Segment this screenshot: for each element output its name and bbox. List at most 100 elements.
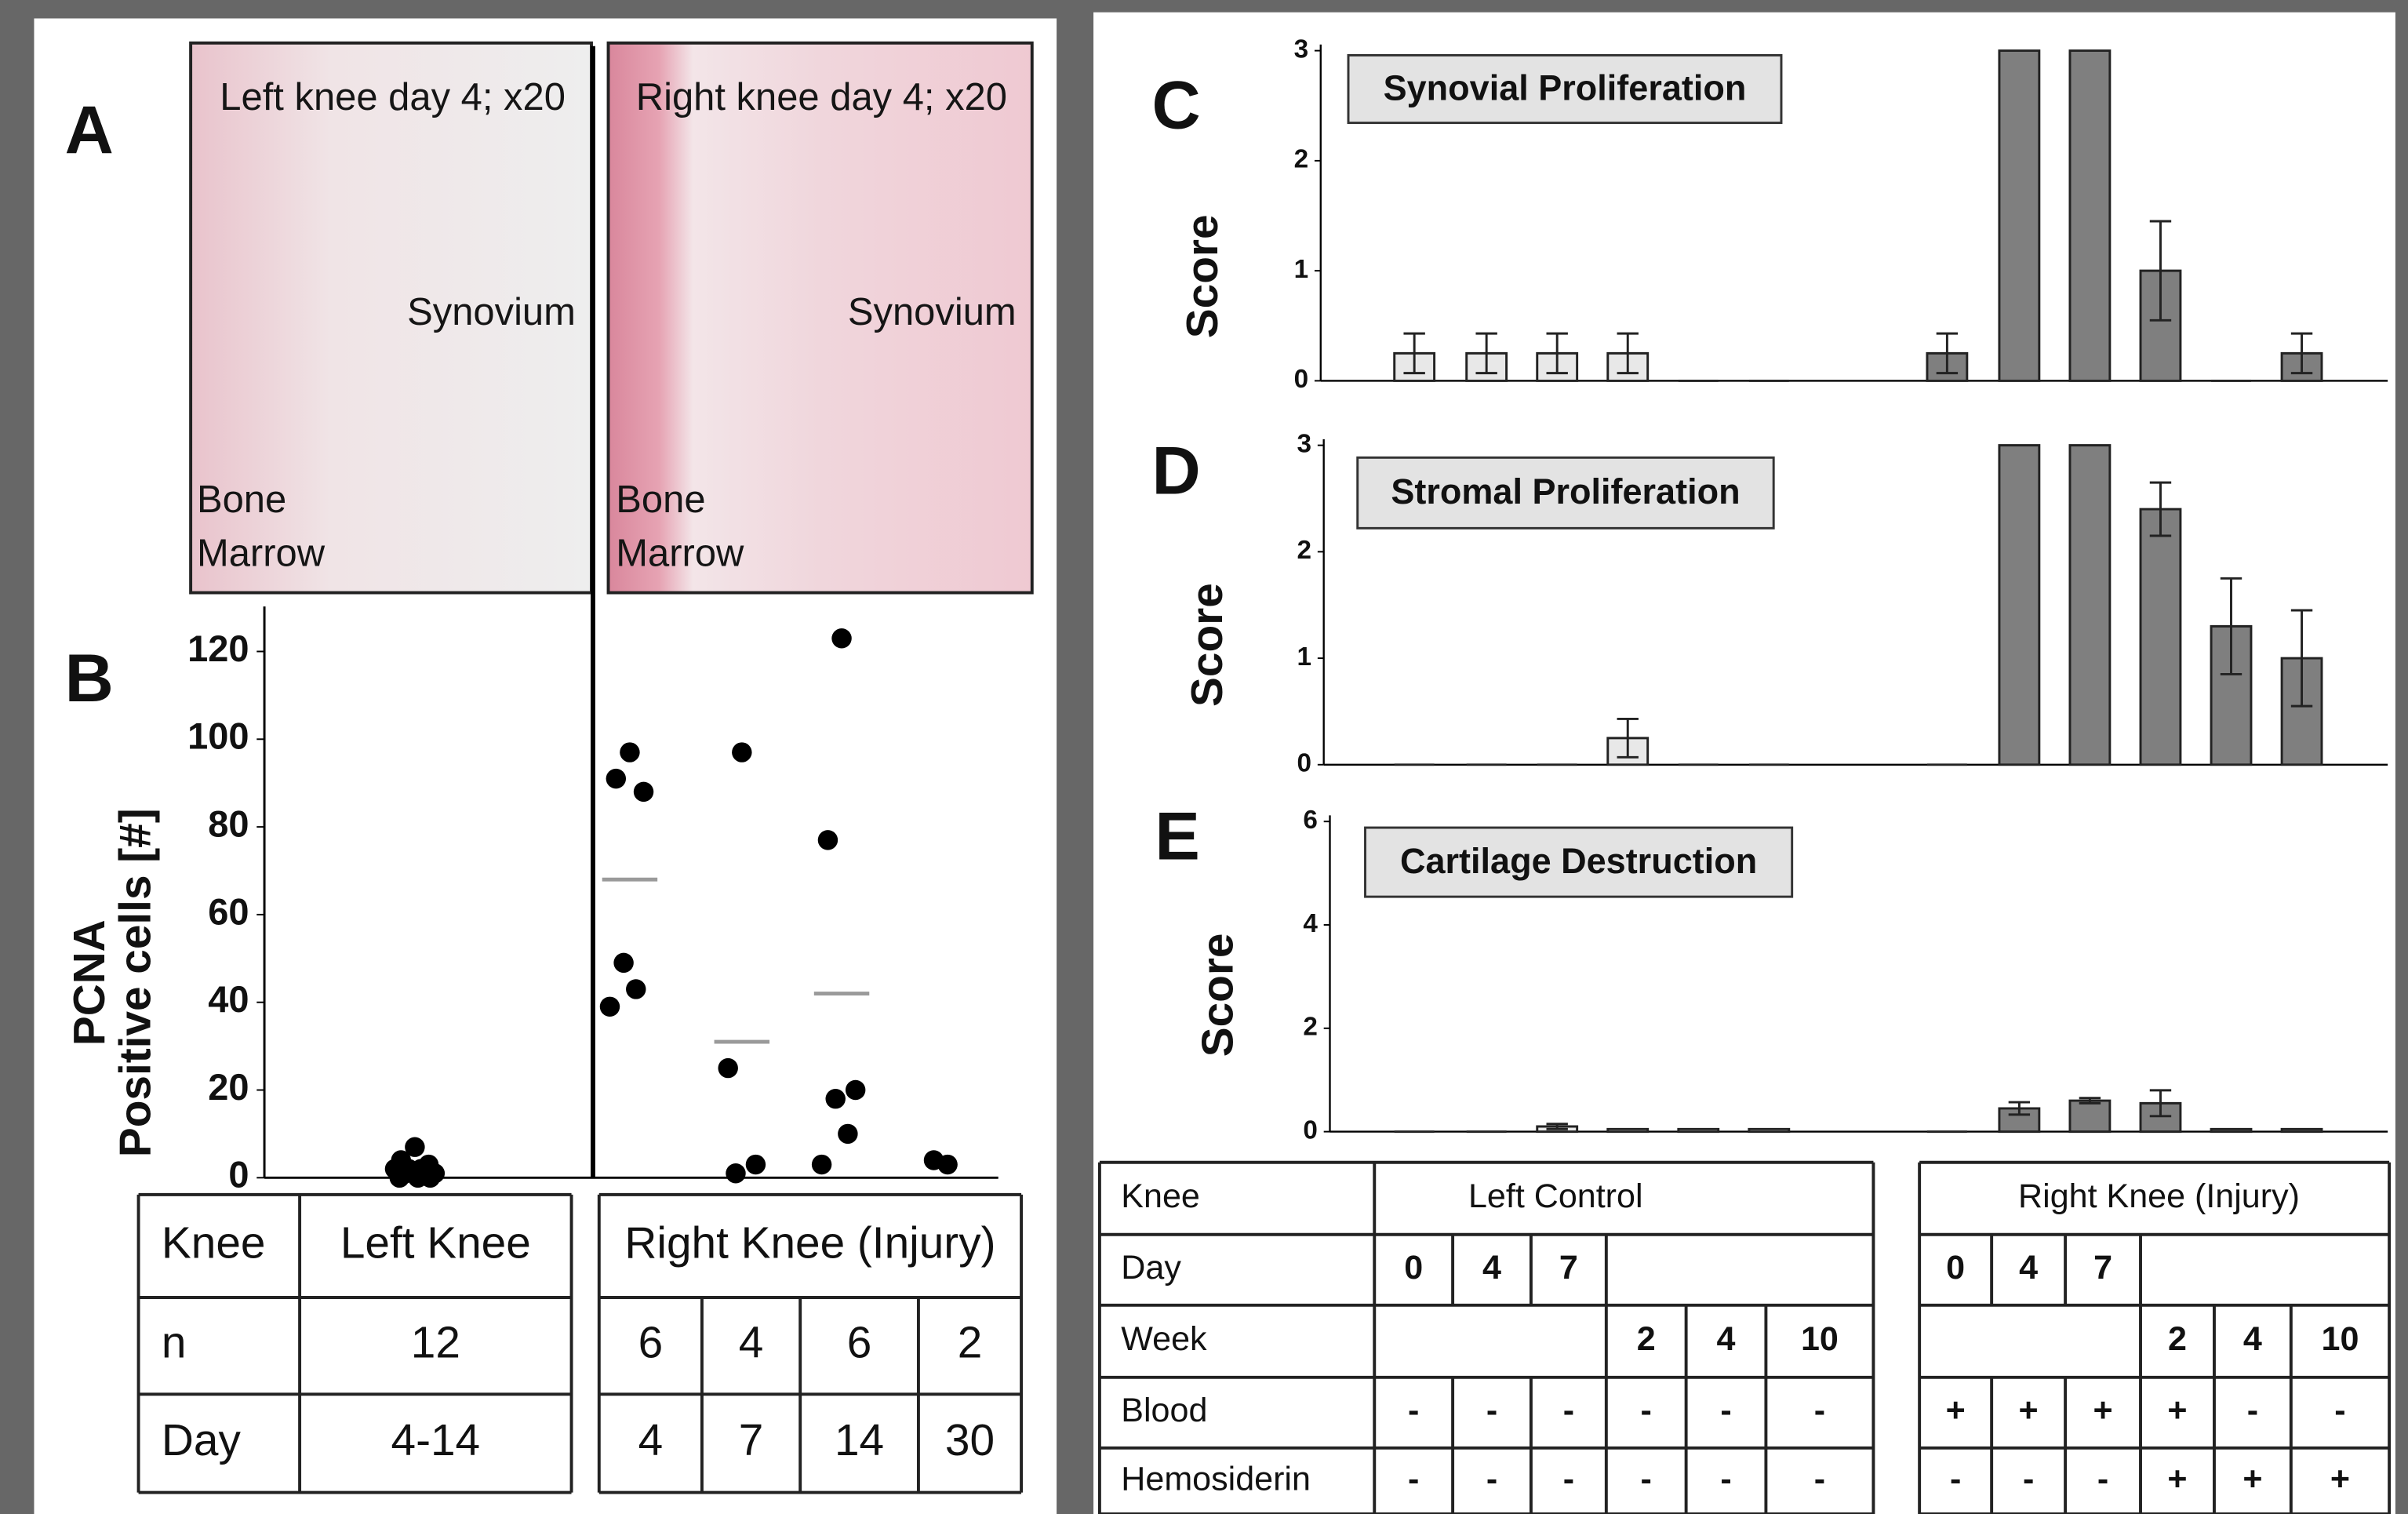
table-cell: - (1408, 1392, 1419, 1429)
y-axis-title: PCNA (65, 919, 115, 1046)
bar (2070, 446, 2110, 765)
y-tick-label: 0 (1294, 365, 1309, 394)
panel-label: D (1151, 434, 1200, 509)
y-tick-label: 4 (1303, 909, 1318, 938)
y-tick-label: 1 (1297, 642, 1312, 671)
data-point (606, 769, 626, 788)
data-point (831, 628, 851, 648)
data-point (600, 997, 620, 1017)
data-point (634, 782, 653, 802)
y-tick-label: 2 (1303, 1013, 1318, 1042)
table-cell: - (2247, 1392, 2258, 1429)
table-cell: + (2242, 1460, 2262, 1498)
row-label: Day (1121, 1249, 1181, 1287)
y-axis-title: Score (1178, 214, 1228, 338)
panel-label: A (65, 93, 114, 168)
data-point (812, 1155, 831, 1174)
table-cell: + (2330, 1460, 2350, 1498)
y-axis-title: Positive cells [#] (111, 808, 161, 1157)
marrow-label: Marrow (616, 533, 744, 575)
bar (1999, 51, 2039, 381)
y-tick-label: 1 (1294, 255, 1309, 284)
marrow-label: Marrow (197, 533, 326, 575)
table-cell: 4 (2243, 1320, 2262, 1358)
y-tick-label: 6 (1303, 806, 1318, 835)
table-cell: 6 (638, 1319, 664, 1368)
table-cell: + (2093, 1392, 2112, 1429)
data-point (726, 1163, 745, 1183)
tissue-label: Synovium (407, 291, 576, 333)
table-cell: + (1946, 1392, 1966, 1429)
table-cell: 12 (411, 1319, 460, 1368)
table-cell: - (1486, 1392, 1497, 1429)
y-tick-label: 2 (1294, 145, 1309, 174)
table-cell: - (1563, 1392, 1574, 1429)
y-tick-label: 120 (187, 628, 249, 669)
table-header: Right Knee (Injury) (2018, 1177, 2300, 1215)
table-cell: - (1720, 1460, 1731, 1498)
figure: A Left knee day 4; x20 Synovium Bone Marrow R… (0, 0, 2408, 1514)
data-point (718, 1058, 737, 1078)
right-panel (1093, 13, 2395, 1514)
table-cell: 4 (739, 1319, 764, 1368)
y-tick-label: 2 (1297, 536, 1312, 565)
bone-label: Bone (616, 479, 705, 521)
bar (2211, 1129, 2251, 1131)
table-cell: - (1563, 1460, 1574, 1498)
table-cell: 14 (835, 1416, 884, 1465)
chart-title: Cartilage Destruction (1400, 841, 1757, 881)
data-point (408, 1168, 427, 1188)
y-tick-label: 100 (187, 715, 249, 757)
bar (2282, 1129, 2322, 1131)
table-header: Left Knee (340, 1218, 531, 1268)
table-cell: - (2097, 1460, 2108, 1498)
table-header: Left Control (1468, 1177, 1643, 1215)
table-cell: 7 (2093, 1249, 2112, 1287)
table-cell: 2 (958, 1319, 983, 1368)
bone-label: Bone (197, 479, 286, 521)
panel-label: C (1151, 68, 1200, 144)
y-axis-title: Score (1183, 583, 1232, 707)
table-cell: 4 (638, 1416, 664, 1465)
bar (2070, 1101, 2110, 1132)
panel-label: E (1155, 799, 1199, 874)
data-point (626, 979, 646, 999)
data-point (826, 1089, 846, 1108)
data-point (846, 1080, 865, 1100)
table-cell: - (1486, 1460, 1497, 1498)
y-tick-label: 40 (208, 978, 249, 1020)
bar (1999, 446, 2039, 765)
table-cell: + (2167, 1392, 2187, 1429)
bar (2141, 509, 2181, 765)
table-cell: - (1720, 1392, 1731, 1429)
y-tick-label: 3 (1297, 429, 1312, 458)
table-cell: - (2023, 1460, 2034, 1498)
data-point (613, 953, 633, 973)
page: Figure html, body { margin: 0; padding: … (0, 0, 2408, 1514)
table-cell: 2 (1637, 1320, 1656, 1358)
table-cell: 10 (1801, 1320, 1839, 1358)
y-tick-label: 3 (1294, 35, 1309, 64)
y-tick-label: 80 (208, 803, 249, 845)
y-tick-label: 20 (208, 1066, 249, 1108)
table-header: Knee (1121, 1177, 1200, 1215)
table-cell: 7 (1559, 1249, 1578, 1287)
table-cell: 4-14 (391, 1416, 481, 1465)
table-cell: 0 (1404, 1249, 1423, 1287)
table-cell: 6 (847, 1319, 872, 1368)
data-point (838, 1124, 857, 1144)
table-cell: + (2167, 1460, 2187, 1498)
row-label: n (162, 1319, 187, 1368)
row-label: Week (1121, 1320, 1207, 1358)
row-label: Blood (1121, 1392, 1207, 1429)
y-tick-label: 0 (228, 1154, 249, 1196)
row-label: Day (162, 1416, 242, 1465)
table-cell: - (1641, 1460, 1652, 1498)
bar (1749, 1129, 1789, 1131)
table-cell: 30 (945, 1416, 995, 1465)
table-cell: - (1950, 1460, 1961, 1498)
y-tick-label: 0 (1297, 749, 1312, 778)
y-tick-label: 0 (1303, 1115, 1318, 1145)
row-label: Hemosiderin (1121, 1460, 1311, 1498)
micrograph-title: Left knee day 4; x20 (220, 76, 566, 118)
